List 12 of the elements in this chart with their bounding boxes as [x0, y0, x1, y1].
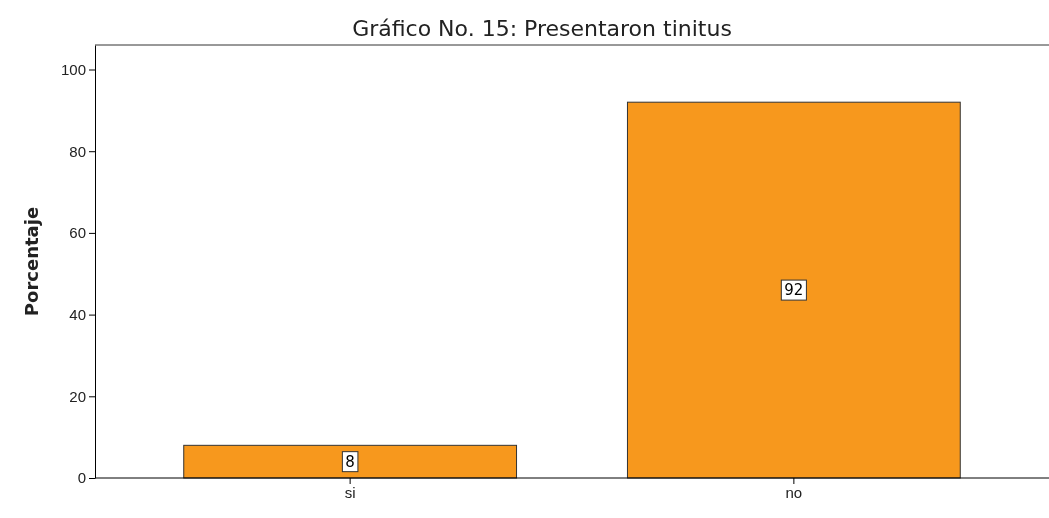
y-axis-title: Porcentaje	[21, 206, 42, 317]
y-tick-label: 100	[60, 60, 86, 78]
y-tick-label: 20	[69, 387, 86, 405]
data-label: 8	[345, 452, 355, 471]
y-tick-label: 80	[69, 142, 86, 160]
y-tick-label: 40	[69, 305, 86, 323]
chart-title: Gráfico No. 15: Presentaron tinitus	[352, 16, 732, 41]
y-tick-label: 60	[69, 224, 86, 242]
y-tick-label: 0	[77, 469, 86, 487]
x-tick-label: si	[344, 483, 356, 501]
x-tick-label: no	[785, 483, 803, 501]
data-label: 92	[784, 281, 804, 300]
